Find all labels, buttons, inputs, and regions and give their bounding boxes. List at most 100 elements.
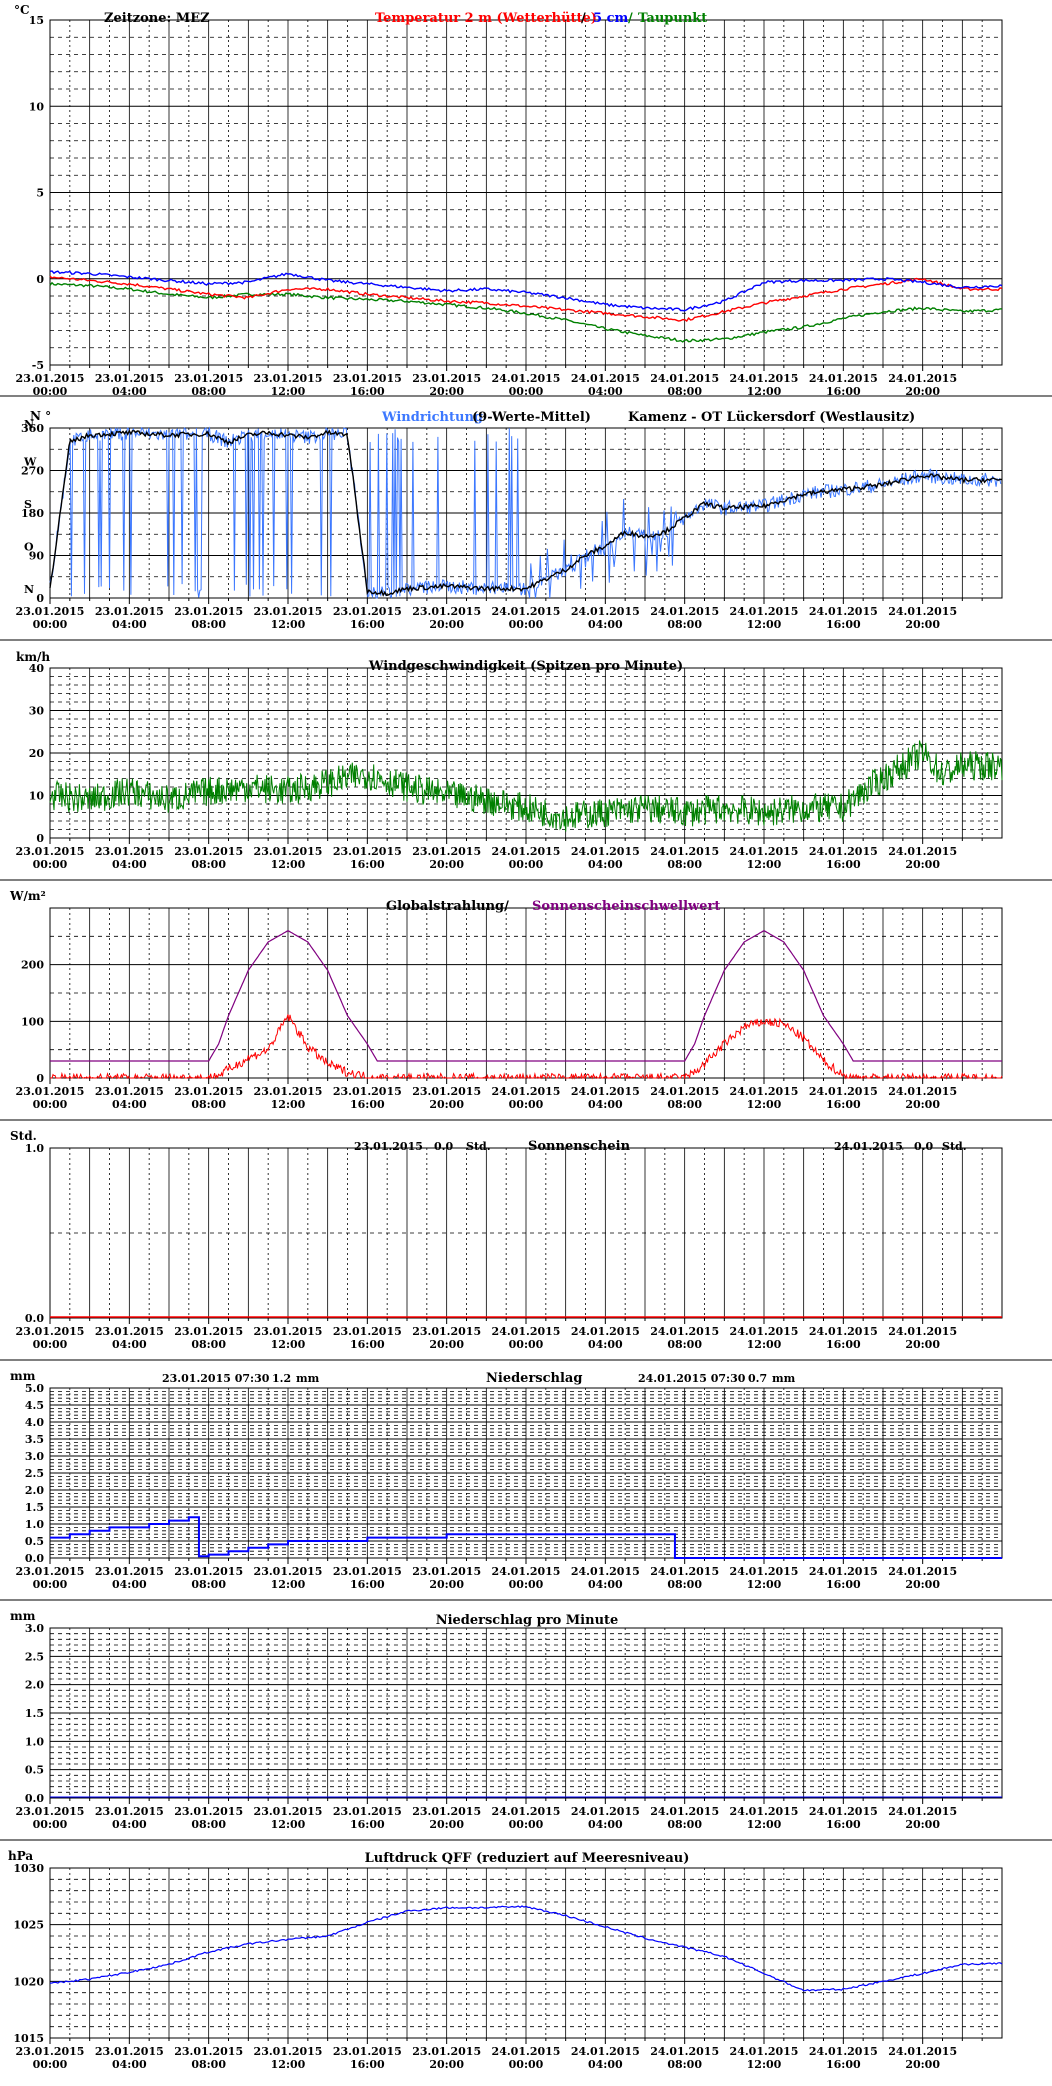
x-tick-date: 23.01.2015 xyxy=(333,845,402,858)
x-tick-time: 00:00 xyxy=(33,1818,68,1831)
y-tick-label: 5 xyxy=(36,187,44,200)
x-tick-date: 24.01.2015 xyxy=(571,1565,640,1578)
x-tick-date: 24.01.2015 xyxy=(888,605,957,618)
compass-label: O xyxy=(24,541,34,554)
x-tick-time: 20:00 xyxy=(429,2058,464,2071)
x-tick-date: 23.01.2015 xyxy=(174,845,243,858)
series-threshold xyxy=(50,930,1002,1062)
x-tick-time: 00:00 xyxy=(509,618,544,631)
series-precipitation xyxy=(50,1516,1002,1559)
compass-label: N xyxy=(24,418,34,431)
x-tick-time: 16:00 xyxy=(350,618,385,631)
x-tick-date: 23.01.2015 xyxy=(16,1325,85,1338)
x-tick-time: 16:00 xyxy=(826,1578,861,1591)
legend-winddir: Windrichtung xyxy=(381,410,483,425)
series-dewpoint xyxy=(49,281,1003,343)
x-tick-time: 08:00 xyxy=(191,385,226,398)
x-tick-time: 00:00 xyxy=(509,858,544,871)
x-tick-date: 23.01.2015 xyxy=(412,2045,481,2058)
x-tick-time: 08:00 xyxy=(191,1338,226,1351)
x-tick-time: 04:00 xyxy=(112,2058,147,2071)
x-tick-time: 12:00 xyxy=(271,1578,306,1591)
x-tick-time: 20:00 xyxy=(905,1098,940,1111)
panel-4: 23.01.201500:0023.01.201504:0023.01.2015… xyxy=(0,889,1052,1121)
x-tick-date: 24.01.2015 xyxy=(492,1805,561,1818)
daily-total-unit-2: Std. xyxy=(942,1140,967,1153)
x-tick-time: 08:00 xyxy=(667,1098,702,1111)
x-tick-time: 04:00 xyxy=(588,858,623,871)
x-tick-time: 00:00 xyxy=(509,1818,544,1831)
x-tick-date: 23.01.2015 xyxy=(254,1085,323,1098)
y-tick-label: 1020 xyxy=(13,1975,44,1988)
chart-title: Niederschlag pro Minute xyxy=(436,1613,619,1628)
x-tick-date: 24.01.2015 xyxy=(809,1325,878,1338)
x-tick-date: 24.01.2015 xyxy=(492,605,561,618)
station-title: Kamenz - OT Lückersdorf (Westlausitz) xyxy=(628,410,915,425)
x-tick-date: 24.01.2015 xyxy=(650,845,719,858)
x-tick-time: 20:00 xyxy=(429,1818,464,1831)
x-tick-time: 08:00 xyxy=(667,1338,702,1351)
y-tick-label: 0 xyxy=(36,592,44,605)
x-tick-time: 00:00 xyxy=(509,1338,544,1351)
x-tick-date: 24.01.2015 xyxy=(730,1565,799,1578)
y-tick-label: 2.5 xyxy=(25,1650,44,1663)
chart-title: Niederschlag xyxy=(486,1371,582,1386)
legend-sep: / xyxy=(628,11,633,26)
x-tick-date: 24.01.2015 xyxy=(888,372,957,385)
x-tick-time: 00:00 xyxy=(33,1578,68,1591)
x-tick-time: 20:00 xyxy=(429,858,464,871)
y-tick-label: 1.0 xyxy=(25,1735,44,1748)
x-tick-date: 23.01.2015 xyxy=(16,845,85,858)
compass-label: N xyxy=(24,583,34,596)
x-tick-date: 23.01.2015 xyxy=(412,1805,481,1818)
x-tick-time: 16:00 xyxy=(826,1818,861,1831)
x-tick-time: 20:00 xyxy=(429,1098,464,1111)
chart-title: Luftdruck QFF (reduziert auf Meeresnivea… xyxy=(365,1851,690,1866)
y-tick-label: 270 xyxy=(21,465,44,478)
y-tick-label: 2.0 xyxy=(25,1484,44,1497)
x-tick-date: 23.01.2015 xyxy=(174,1565,243,1578)
x-tick-date: 24.01.2015 xyxy=(888,1565,957,1578)
x-tick-time: 20:00 xyxy=(429,1578,464,1591)
x-tick-date: 24.01.2015 xyxy=(730,1325,799,1338)
chart-title: Sonnenschein xyxy=(528,1139,631,1154)
x-tick-time: 12:00 xyxy=(747,618,782,631)
y-tick-label: 2.0 xyxy=(25,1679,44,1692)
x-tick-time: 08:00 xyxy=(191,1578,226,1591)
chart-title-radiation: Globalstrahlung/ xyxy=(386,899,509,914)
x-tick-date: 24.01.2015 xyxy=(492,372,561,385)
unit-label: mm xyxy=(10,1369,36,1383)
x-tick-time: 08:00 xyxy=(191,1098,226,1111)
x-tick-time: 08:00 xyxy=(667,858,702,871)
x-tick-date: 23.01.2015 xyxy=(95,845,164,858)
x-tick-date: 23.01.2015 xyxy=(16,1805,85,1818)
x-tick-time: 20:00 xyxy=(905,858,940,871)
x-tick-time: 12:00 xyxy=(271,858,306,871)
series-windspeed xyxy=(49,740,1003,832)
daily-total-value-2: 0.0 xyxy=(914,1140,933,1153)
x-tick-date: 23.01.2015 xyxy=(254,845,323,858)
x-tick-date: 23.01.2015 xyxy=(333,372,402,385)
x-tick-date: 23.01.2015 xyxy=(95,1325,164,1338)
x-tick-date: 24.01.2015 xyxy=(888,1805,957,1818)
y-tick-label: 3.5 xyxy=(25,1433,44,1446)
y-tick-label: 0 xyxy=(36,832,44,845)
daily-total-date-1: 23.01.2015 07:30 xyxy=(162,1372,270,1385)
y-tick-label: 0.5 xyxy=(25,1764,44,1777)
x-tick-date: 24.01.2015 xyxy=(492,2045,561,2058)
unit-label: Std. xyxy=(10,1129,37,1143)
x-tick-time: 00:00 xyxy=(33,858,68,871)
y-tick-label: -5 xyxy=(32,359,44,372)
timezone-label: Zeitzone: MEZ xyxy=(104,11,210,26)
x-tick-time: 04:00 xyxy=(112,1578,147,1591)
x-tick-time: 04:00 xyxy=(112,1098,147,1111)
x-tick-time: 12:00 xyxy=(271,1098,306,1111)
y-tick-label: 100 xyxy=(21,1015,44,1028)
x-tick-time: 08:00 xyxy=(667,618,702,631)
x-tick-date: 23.01.2015 xyxy=(95,372,164,385)
x-tick-date: 24.01.2015 xyxy=(650,1805,719,1818)
x-tick-date: 23.01.2015 xyxy=(16,1565,85,1578)
x-tick-time: 12:00 xyxy=(747,385,782,398)
daily-total-value-1: 1.2 xyxy=(272,1372,291,1385)
